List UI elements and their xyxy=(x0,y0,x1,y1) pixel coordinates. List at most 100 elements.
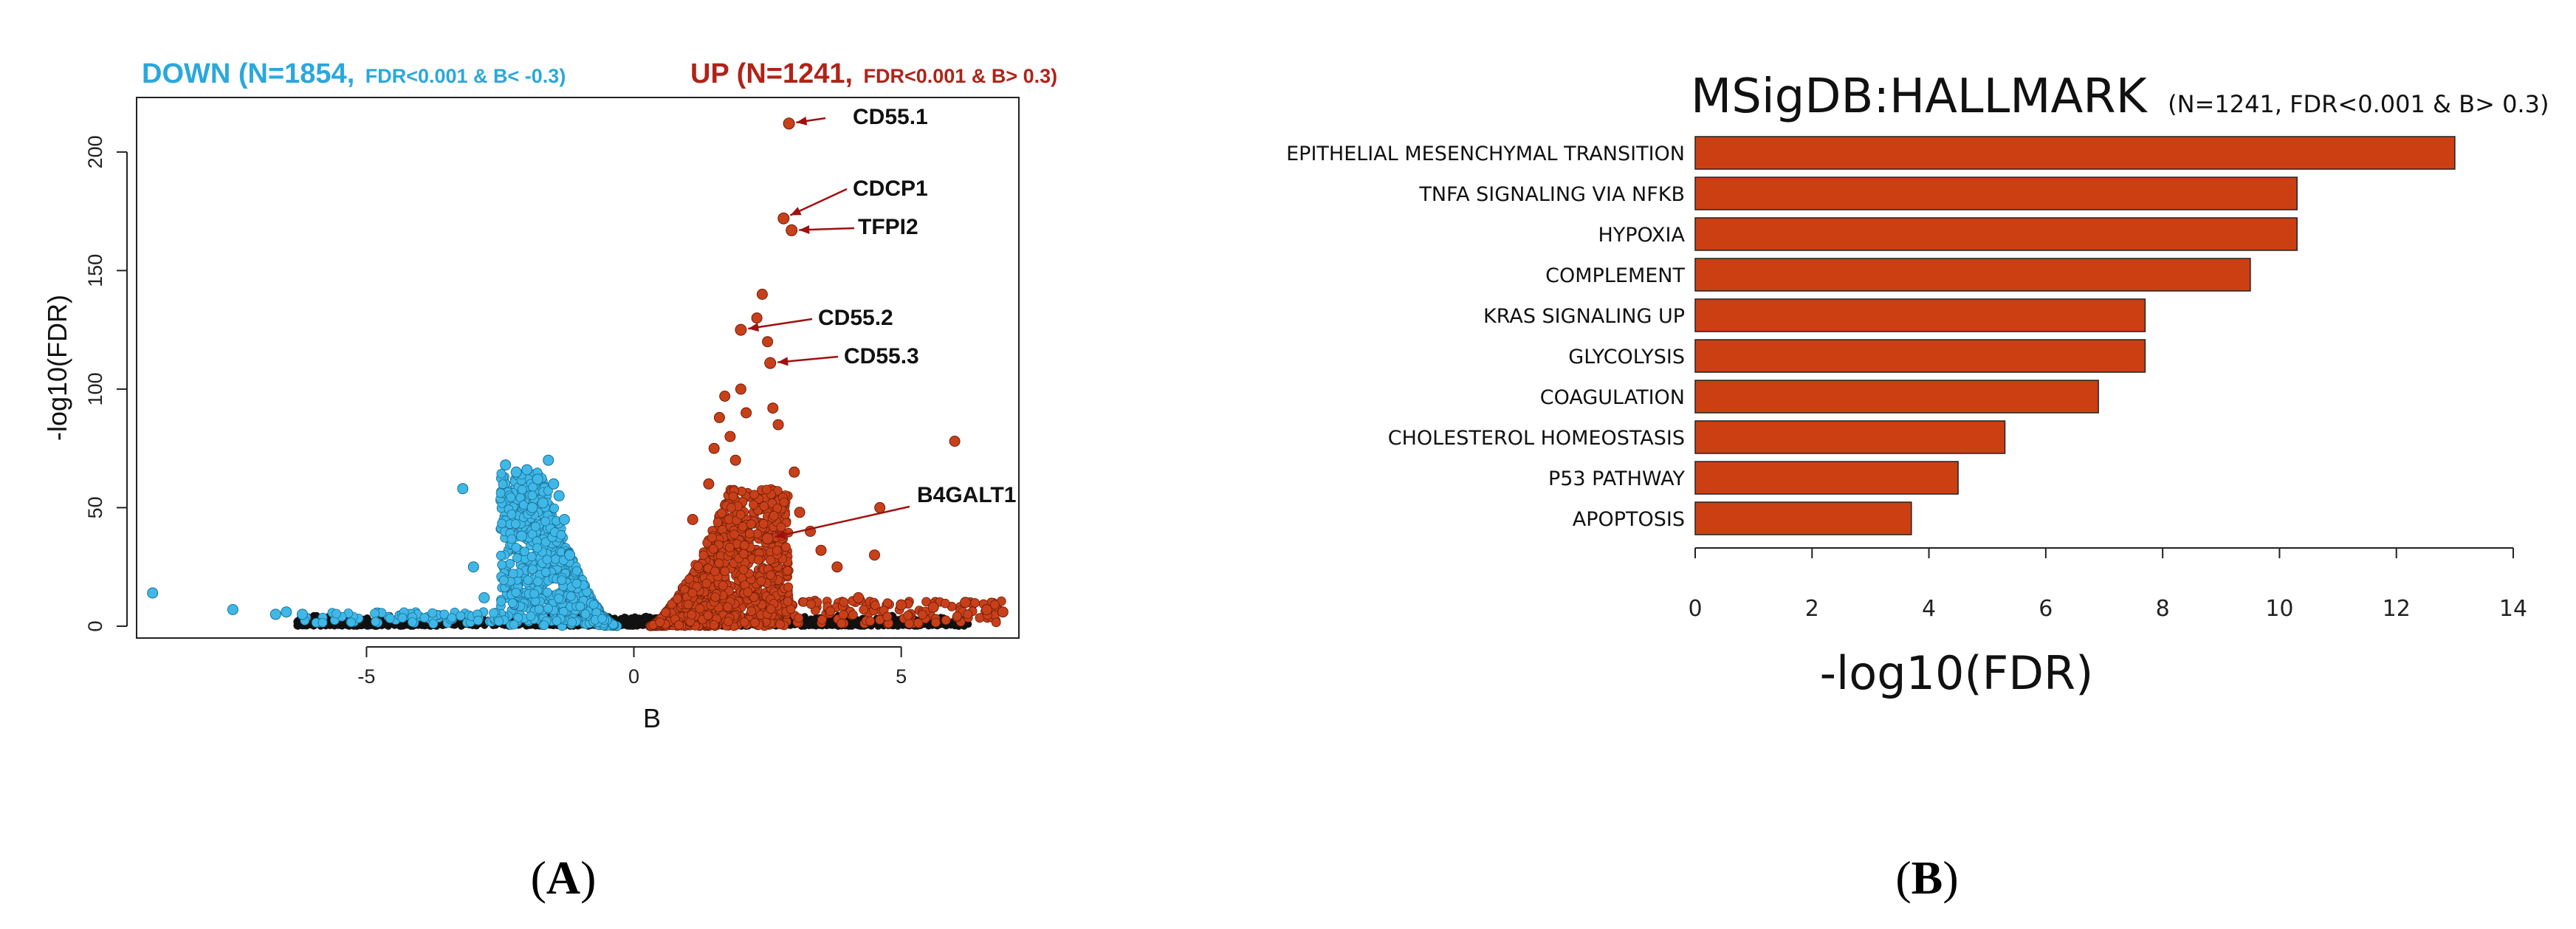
up-outlier-point xyxy=(724,431,736,442)
up-outlier-point xyxy=(815,544,827,556)
up-point xyxy=(717,508,727,518)
down-point xyxy=(506,493,516,502)
down-point xyxy=(385,614,395,623)
up-point xyxy=(714,558,724,569)
up-point xyxy=(718,580,728,591)
down-point xyxy=(473,615,483,625)
down-point xyxy=(534,604,544,614)
gene-label: CD55.3 xyxy=(844,344,919,368)
up-point xyxy=(766,570,776,580)
up-point xyxy=(838,610,848,620)
up-point xyxy=(970,598,980,608)
hallmark-category-label: KRAS SIGNALING UP xyxy=(1483,305,1685,328)
down-outlier-point xyxy=(537,497,549,509)
down-point xyxy=(552,616,562,626)
up-point xyxy=(779,497,789,507)
x-tick-label: 5 xyxy=(896,665,907,688)
volcano-plot: DOWN (N=1854, FDR<0.001 & B< -0.3) UP (N… xyxy=(42,58,1057,733)
volcano-title-up: UP (N=1241, FDR<0.001 & B> 0.3) xyxy=(690,58,1057,89)
up-point xyxy=(750,617,760,628)
up-point xyxy=(766,604,776,614)
down-point xyxy=(408,617,417,627)
down-point xyxy=(494,616,504,626)
up-outlier-point xyxy=(949,436,961,447)
up-outlier-point xyxy=(729,454,741,466)
gene-label: CD55.1 xyxy=(853,105,928,129)
hallmark-bar xyxy=(1694,380,2099,414)
up-point xyxy=(673,594,682,604)
up-point xyxy=(817,614,827,625)
down-point xyxy=(447,613,457,623)
gene-label-arrow xyxy=(789,188,848,216)
up-point xyxy=(837,618,847,628)
down-point xyxy=(540,516,550,527)
up-outlier-point xyxy=(762,336,774,348)
up-point xyxy=(712,517,723,527)
gene-label-arrowhead xyxy=(796,116,808,126)
up-point xyxy=(921,597,931,607)
up-point xyxy=(708,544,718,554)
down-point xyxy=(511,543,521,552)
down-outlier-point xyxy=(500,459,512,471)
down-outlier-point xyxy=(532,473,543,485)
hallmark-bar xyxy=(1694,420,2006,454)
down-point xyxy=(520,546,529,557)
up-point xyxy=(781,542,791,552)
ns-point xyxy=(401,621,409,629)
up-point xyxy=(904,619,914,628)
down-point xyxy=(428,619,439,628)
up-point xyxy=(683,600,693,609)
down-point xyxy=(533,577,543,586)
hallmark-title-main: MSigDB:HALLMARK xyxy=(1691,69,2149,124)
up-point xyxy=(703,610,713,620)
down-outlier-point xyxy=(553,490,565,501)
up-point xyxy=(745,529,755,539)
up-point xyxy=(940,598,950,609)
up-outlier-point xyxy=(708,442,720,454)
labeled-gene-point xyxy=(783,117,795,130)
up-point xyxy=(859,605,869,614)
up-point xyxy=(918,610,927,620)
down-point xyxy=(507,598,518,609)
gene-label: TFPI2 xyxy=(858,215,918,239)
up-point xyxy=(882,598,893,609)
up-point xyxy=(735,510,746,520)
gene-label-arrowhead xyxy=(790,207,802,216)
up-point xyxy=(769,511,779,521)
y-tick-label: 200 xyxy=(84,135,106,168)
up-point xyxy=(729,529,739,539)
gene-label-arrow xyxy=(774,505,910,538)
up-point xyxy=(761,484,772,495)
hallmark-bar xyxy=(1694,258,2251,292)
down-outlier-point xyxy=(516,530,527,542)
down-point xyxy=(557,575,567,585)
down-point xyxy=(523,575,533,585)
hallmark-bars xyxy=(1694,136,2456,535)
up-point xyxy=(865,616,875,626)
down-point xyxy=(510,519,521,529)
down-point xyxy=(332,609,342,619)
up-point xyxy=(738,549,749,559)
up-point xyxy=(991,617,1001,628)
up-point xyxy=(728,491,738,501)
up-outlier-point xyxy=(960,597,972,609)
gene-label-arrowhead xyxy=(777,357,789,366)
hallmark-category-label: COMPLEMENT xyxy=(1545,264,1685,287)
up-point xyxy=(806,599,816,609)
hallmark-bar xyxy=(1694,176,2298,210)
down-point xyxy=(506,510,517,519)
up-point xyxy=(975,613,985,623)
up-criteria-label: FDR<0.001 & B> 0.3) xyxy=(864,65,1058,87)
up-point xyxy=(794,613,804,623)
down-point xyxy=(556,530,566,540)
up-point xyxy=(870,600,880,610)
up-point xyxy=(882,611,893,622)
bar-x-tick-label: 2 xyxy=(1805,596,1819,622)
down-point xyxy=(543,486,553,496)
down-point xyxy=(489,608,498,618)
hallmark-category-label: HYPOXIA xyxy=(1598,224,1685,247)
down-outlier-point xyxy=(297,609,308,620)
up-outlier-point xyxy=(981,604,992,615)
hallmark-category-labels: EPITHELIAL MESENCHYMAL TRANSITION TNFA SI… xyxy=(1286,143,1685,531)
down-point xyxy=(495,488,506,498)
